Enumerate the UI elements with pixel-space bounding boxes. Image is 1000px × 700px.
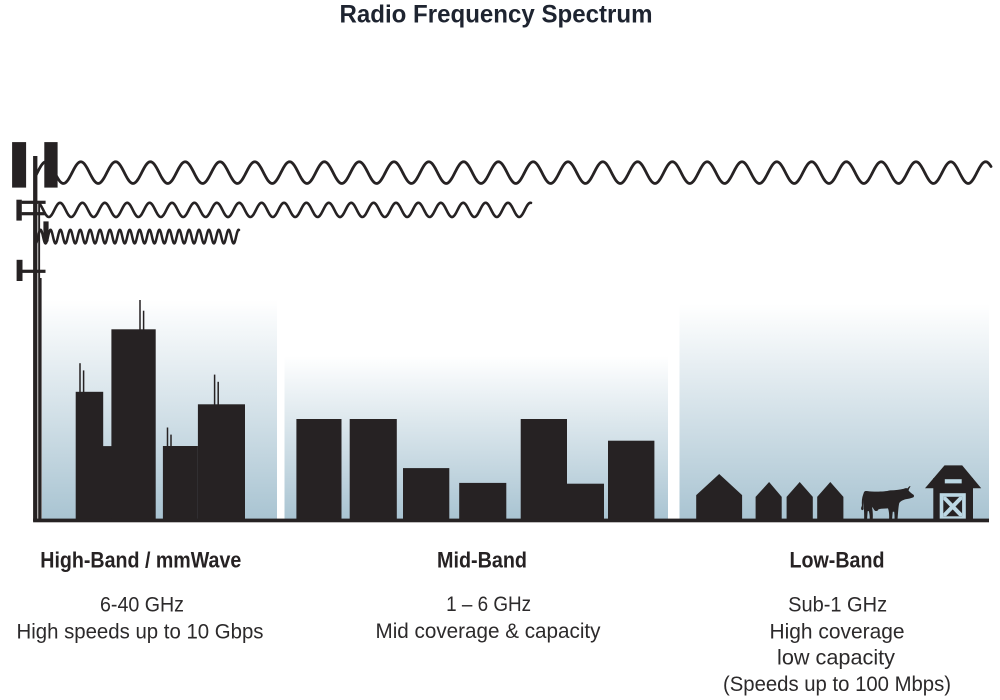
svg-text:low capacity: low capacity xyxy=(777,647,896,670)
svg-text:High coverage: High coverage xyxy=(770,620,905,643)
svg-text:Low-Band: Low-Band xyxy=(790,548,885,573)
svg-text:Mid coverage & capacity: Mid coverage & capacity xyxy=(376,620,601,643)
svg-text:Sub-1 GHz: Sub-1 GHz xyxy=(788,594,887,617)
svg-text:1 – 6 GHz: 1 – 6 GHz xyxy=(446,593,531,616)
svg-text:High speeds up to 10 Gbps: High speeds up to 10 Gbps xyxy=(17,621,264,644)
svg-text:(Speeds up to 100 Mbps): (Speeds up to 100 Mbps) xyxy=(723,673,951,696)
svg-text:Radio Frequency Spectrum: Radio Frequency Spectrum xyxy=(340,0,653,28)
svg-text:Mid-Band: Mid-Band xyxy=(437,548,527,573)
svg-text:6-40 GHz: 6-40 GHz xyxy=(100,594,184,617)
svg-text:High-Band / mmWave: High-Band / mmWave xyxy=(40,548,241,573)
